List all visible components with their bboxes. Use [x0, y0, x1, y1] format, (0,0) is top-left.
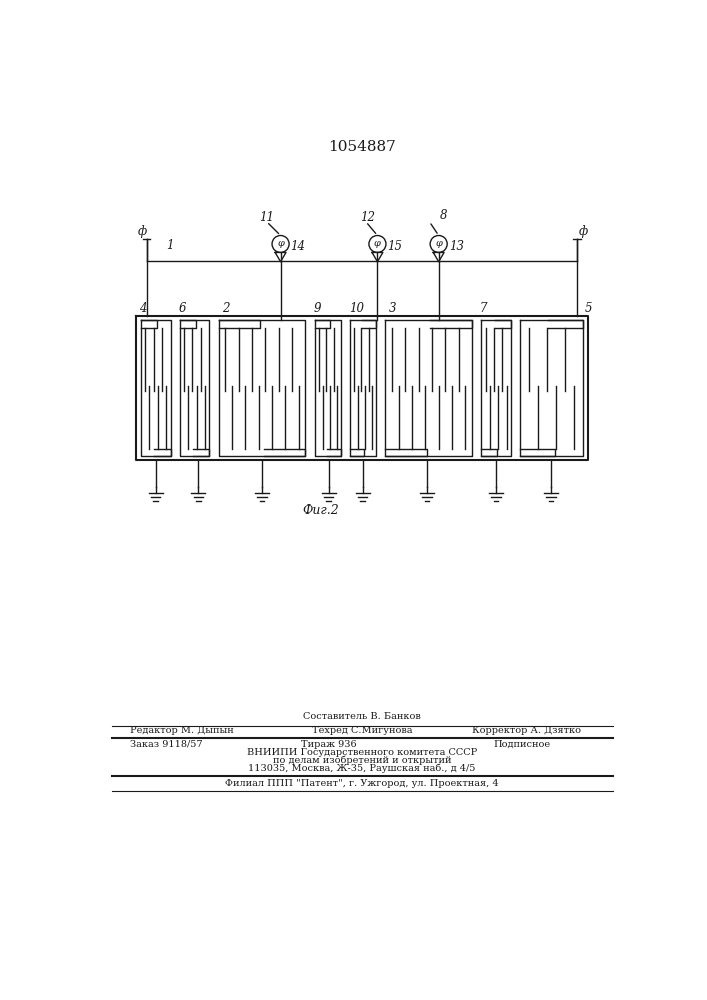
Text: 14: 14	[291, 240, 305, 253]
Text: Техред С.Мигунова: Техред С.Мигунова	[312, 726, 412, 735]
Text: φ: φ	[436, 239, 442, 248]
Text: 4: 4	[139, 302, 147, 316]
Text: Корректор А. Дзятко: Корректор А. Дзятко	[472, 726, 580, 735]
Text: 5: 5	[585, 302, 592, 316]
Text: 113035, Москва, Ж-35, Раушская наб., д 4/5: 113035, Москва, Ж-35, Раушская наб., д 4…	[248, 764, 476, 773]
Text: Заказ 9118/57: Заказ 9118/57	[129, 740, 202, 749]
Text: 8: 8	[440, 209, 448, 222]
Text: 1: 1	[166, 239, 173, 252]
Text: ВНИИПИ Государственного комитета СССР: ВНИИПИ Государственного комитета СССР	[247, 748, 477, 757]
Text: 1054887: 1054887	[328, 140, 396, 154]
Text: Составитель В. Банков: Составитель В. Банков	[303, 712, 421, 721]
Text: 10: 10	[349, 302, 364, 316]
Text: ф: ф	[579, 226, 588, 238]
Circle shape	[430, 235, 448, 252]
Text: φ: φ	[277, 239, 284, 248]
Circle shape	[369, 235, 386, 252]
Text: 3: 3	[389, 302, 397, 316]
Text: ф: ф	[137, 226, 146, 238]
Text: 2: 2	[223, 302, 230, 316]
Text: φ: φ	[374, 239, 381, 248]
Text: 15: 15	[387, 240, 402, 253]
Text: 7: 7	[480, 302, 487, 316]
Text: 11: 11	[259, 211, 274, 224]
Text: Редактор М. Дыпын: Редактор М. Дыпын	[129, 726, 233, 735]
Text: 9: 9	[314, 302, 322, 316]
Circle shape	[272, 235, 289, 252]
Text: Фиг.2: Фиг.2	[303, 504, 339, 517]
Text: Тираж 936: Тираж 936	[300, 740, 356, 749]
Text: Подписное: Подписное	[493, 740, 551, 749]
Text: 6: 6	[178, 302, 186, 316]
Text: Филиал ППП "Патент", г. Ужгород, ул. Проектная, 4: Филиал ППП "Патент", г. Ужгород, ул. Про…	[225, 779, 498, 788]
Text: по делам изобретений и открытий: по делам изобретений и открытий	[273, 756, 451, 765]
Text: 13: 13	[449, 240, 464, 253]
Text: 12: 12	[361, 211, 375, 224]
